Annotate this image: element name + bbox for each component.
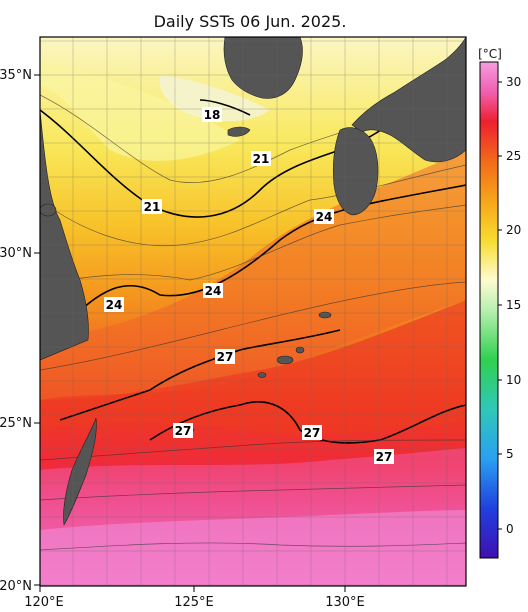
lat-label-30: 30°N [0, 246, 32, 261]
svg-text:21: 21 [253, 152, 270, 166]
axis-ticks [34, 74, 346, 592]
colorbar-tick-0: 0 [506, 522, 514, 536]
colorbar-unit: [°C] [478, 47, 502, 61]
lon-label-120: 120°E [24, 595, 64, 610]
lat-label-20: 20°N [0, 579, 32, 594]
lat-label-25: 25°N [0, 416, 32, 431]
contour-label-24a: 24 [314, 209, 334, 224]
contours-minor [40, 94, 466, 551]
contour-labels: 18 21 21 24 24 24 [104, 107, 394, 464]
svg-text:24: 24 [106, 298, 123, 312]
svg-text:24: 24 [205, 284, 222, 298]
colorbar: [°C] 30 25 20 15 10 5 0 [478, 47, 521, 559]
contour-label-18: 18 [202, 107, 222, 122]
svg-text:24: 24 [316, 210, 333, 224]
contour-label-27b: 27 [173, 423, 193, 438]
contour-label-24c: 24 [104, 297, 124, 312]
svg-text:27: 27 [304, 426, 321, 440]
contour-label-27a: 27 [215, 349, 235, 364]
svg-text:27: 27 [217, 350, 234, 364]
colorbar-tick-5: 5 [506, 447, 514, 461]
map-frame [39, 36, 467, 587]
contour-label-27d: 27 [374, 449, 394, 464]
map-title: Daily SSTs 06 Jun. 2025. [153, 12, 347, 31]
colorbar-tick-25: 25 [506, 149, 521, 163]
colorbar-scale [479, 61, 499, 559]
svg-text:27: 27 [376, 450, 393, 464]
colorbar-tick-20: 20 [506, 223, 521, 237]
lon-label-125: 125°E [174, 595, 214, 610]
colorbar-tick-15: 15 [506, 298, 521, 312]
lat-label-35: 35°N [0, 68, 32, 83]
svg-text:21: 21 [144, 200, 161, 214]
contour-label-21a: 21 [251, 151, 271, 166]
lon-label-130: 130°E [325, 595, 365, 610]
contour-label-24b: 24 [203, 283, 223, 298]
lon-labels: 120°E 125°E 130°E [24, 595, 365, 610]
svg-text:18: 18 [204, 108, 221, 122]
svg-text:27: 27 [175, 424, 192, 438]
colorbar-tick-30: 30 [506, 75, 521, 89]
contour-label-21b: 21 [142, 199, 162, 214]
graticule [40, 37, 466, 586]
sst-field: 18 21 21 24 24 24 [40, 37, 466, 586]
colorbar-tick-10: 10 [506, 373, 521, 387]
contour-label-27c: 27 [302, 425, 322, 440]
lat-labels: 35°N 30°N 25°N 20°N [0, 68, 32, 594]
